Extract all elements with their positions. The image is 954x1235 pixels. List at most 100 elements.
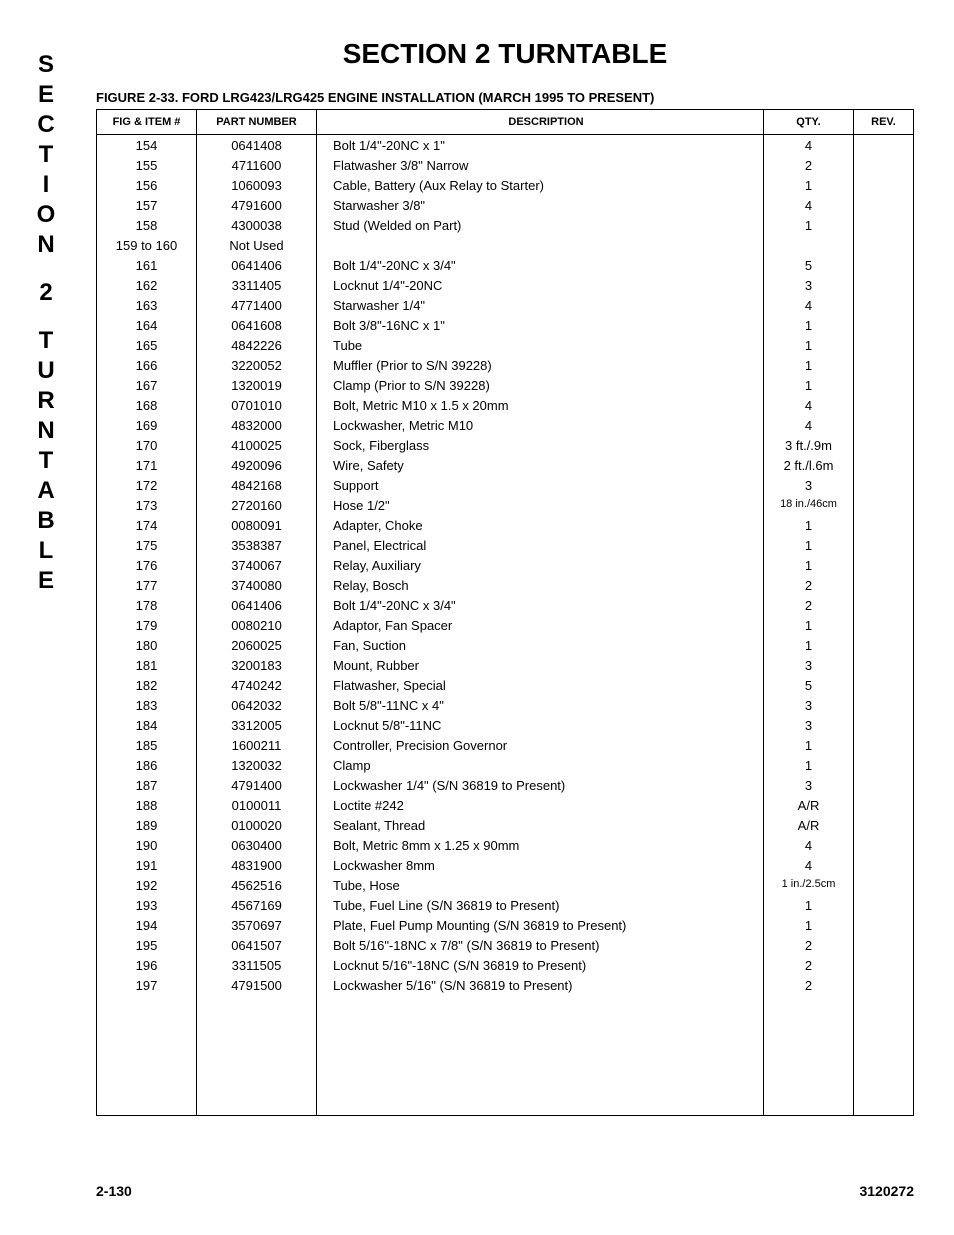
cell-qty: 1 xyxy=(764,895,854,915)
cell-rev xyxy=(854,635,914,655)
table-row: 159 to 160Not Used xyxy=(97,235,914,255)
cell-qty: 3 xyxy=(764,655,854,675)
table-row: 1561060093Cable, Battery (Aux Relay to S… xyxy=(97,175,914,195)
cell-fig: 182 xyxy=(97,675,197,695)
table-row: 1554711600Flatwasher 3/8" Narrow2 xyxy=(97,155,914,175)
cell-part: 0641406 xyxy=(197,595,317,615)
cell-rev xyxy=(854,855,914,875)
cell-rev xyxy=(854,975,914,995)
table-row: 1874791400Lockwasher 1/4" (S/N 36819 to … xyxy=(97,775,914,795)
cell-fig: 176 xyxy=(97,555,197,575)
cell-fig: 162 xyxy=(97,275,197,295)
table-row: 1851600211Controller, Precision Governor… xyxy=(97,735,914,755)
cell-desc: Support xyxy=(317,475,764,495)
cell-rev xyxy=(854,655,914,675)
cell-fig: 190 xyxy=(97,835,197,855)
cell-desc: Sealant, Thread xyxy=(317,815,764,835)
table-spacer-row xyxy=(97,995,914,1115)
cell-qty: 3 ft./.9m xyxy=(764,435,854,455)
cell-fig: 171 xyxy=(97,455,197,475)
cell-qty: 1 xyxy=(764,515,854,535)
table-row: 1900630400Bolt, Metric 8mm x 1.25 x 90mm… xyxy=(97,835,914,855)
cell-rev xyxy=(854,235,914,255)
table-row: 1671320019Clamp (Prior to S/N 39228)1 xyxy=(97,375,914,395)
cell-rev xyxy=(854,515,914,535)
cell-part: 4791600 xyxy=(197,195,317,215)
table-row: 1830642032Bolt 5/8"-11NC x 4"3 xyxy=(97,695,914,715)
cell-qty: 1 xyxy=(764,375,854,395)
cell-desc: Clamp (Prior to S/N 39228) xyxy=(317,375,764,395)
cell-part: 4920096 xyxy=(197,455,317,475)
cell-desc: Lockwasher 5/16" (S/N 36819 to Present) xyxy=(317,975,764,995)
cell-fig: 175 xyxy=(97,535,197,555)
cell-desc: Flatwasher, Special xyxy=(317,675,764,695)
cell-part: 3538387 xyxy=(197,535,317,555)
cell-part: 0630400 xyxy=(197,835,317,855)
cell-qty: 1 xyxy=(764,555,854,575)
table-row: 1924562516Tube, Hose1 in./2.5cm xyxy=(97,875,914,895)
cell-rev xyxy=(854,455,914,475)
table-row: 1934567169Tube, Fuel Line (S/N 36819 to … xyxy=(97,895,914,915)
page-content: SECTION 2 TURNTABLE FIGURE 2-33. FORD LR… xyxy=(96,0,914,1116)
cell-qty: 1 xyxy=(764,175,854,195)
cell-rev xyxy=(854,295,914,315)
cell-qty: 4 xyxy=(764,135,854,156)
cell-part: 3312005 xyxy=(197,715,317,735)
cell-rev xyxy=(854,795,914,815)
cell-desc: Bolt 1/4"-20NC x 3/4" xyxy=(317,255,764,275)
cell-rev xyxy=(854,275,914,295)
footer-left: 2-130 xyxy=(96,1183,132,1199)
cell-qty: 1 in./2.5cm xyxy=(764,875,854,895)
cell-qty: 3 xyxy=(764,475,854,495)
cell-qty: 4 xyxy=(764,855,854,875)
table-row: 1584300038Stud (Welded on Part)1 xyxy=(97,215,914,235)
cell-rev xyxy=(854,215,914,235)
table-row: 1963311505Locknut 5/16"-18NC (S/N 36819 … xyxy=(97,955,914,975)
cell-desc: Fan, Suction xyxy=(317,635,764,655)
cell-desc: Adaptor, Fan Spacer xyxy=(317,615,764,635)
cell-qty: A/R xyxy=(764,815,854,835)
cell-part: 3740080 xyxy=(197,575,317,595)
cell-fig: 169 xyxy=(97,415,197,435)
cell-desc: Sock, Fiberglass xyxy=(317,435,764,455)
cell-desc: Tube xyxy=(317,335,764,355)
cell-qty: 1 xyxy=(764,215,854,235)
side-tab: SECTION 2 TURNTABLE xyxy=(28,50,64,596)
cell-qty: 18 in./46cm xyxy=(764,495,854,515)
cell-part: 0701010 xyxy=(197,395,317,415)
cell-fig: 165 xyxy=(97,335,197,355)
cell-part: Not Used xyxy=(197,235,317,255)
cell-fig: 179 xyxy=(97,615,197,635)
cell-part: 4567169 xyxy=(197,895,317,915)
table-row: 1824740242Flatwasher, Special5 xyxy=(97,675,914,695)
cell-part: 0641507 xyxy=(197,935,317,955)
cell-desc: Mount, Rubber xyxy=(317,655,764,675)
cell-part: 0100020 xyxy=(197,815,317,835)
table-row: 1574791600Starwasher 3/8"4 xyxy=(97,195,914,215)
cell-qty: 1 xyxy=(764,535,854,555)
cell-part: 1060093 xyxy=(197,175,317,195)
cell-fig: 194 xyxy=(97,915,197,935)
cell-qty: 1 xyxy=(764,735,854,755)
table-row: 1724842168Support3 xyxy=(97,475,914,495)
col-header-part: PART NUMBER xyxy=(197,110,317,135)
cell-qty: 1 xyxy=(764,755,854,775)
cell-rev xyxy=(854,535,914,555)
table-row: 1732720160Hose 1/2"18 in./46cm xyxy=(97,495,914,515)
table-row: 1861320032Clamp1 xyxy=(97,755,914,775)
cell-desc: Bolt 1/4"-20NC x 1" xyxy=(317,135,764,156)
cell-fig: 177 xyxy=(97,575,197,595)
table-row: 1540641408Bolt 1/4"-20NC x 1"4 xyxy=(97,135,914,156)
cell-rev xyxy=(854,835,914,855)
cell-qty: A/R xyxy=(764,795,854,815)
cell-fig: 172 xyxy=(97,475,197,495)
cell-part: 3200183 xyxy=(197,655,317,675)
cell-part: 4832000 xyxy=(197,415,317,435)
cell-rev xyxy=(854,315,914,335)
table-row: 1610641406Bolt 1/4"-20NC x 3/4"5 xyxy=(97,255,914,275)
cell-qty: 4 xyxy=(764,395,854,415)
table-row: 1813200183Mount, Rubber3 xyxy=(97,655,914,675)
cell-fig: 183 xyxy=(97,695,197,715)
cell-qty: 2 xyxy=(764,575,854,595)
cell-rev xyxy=(854,735,914,755)
